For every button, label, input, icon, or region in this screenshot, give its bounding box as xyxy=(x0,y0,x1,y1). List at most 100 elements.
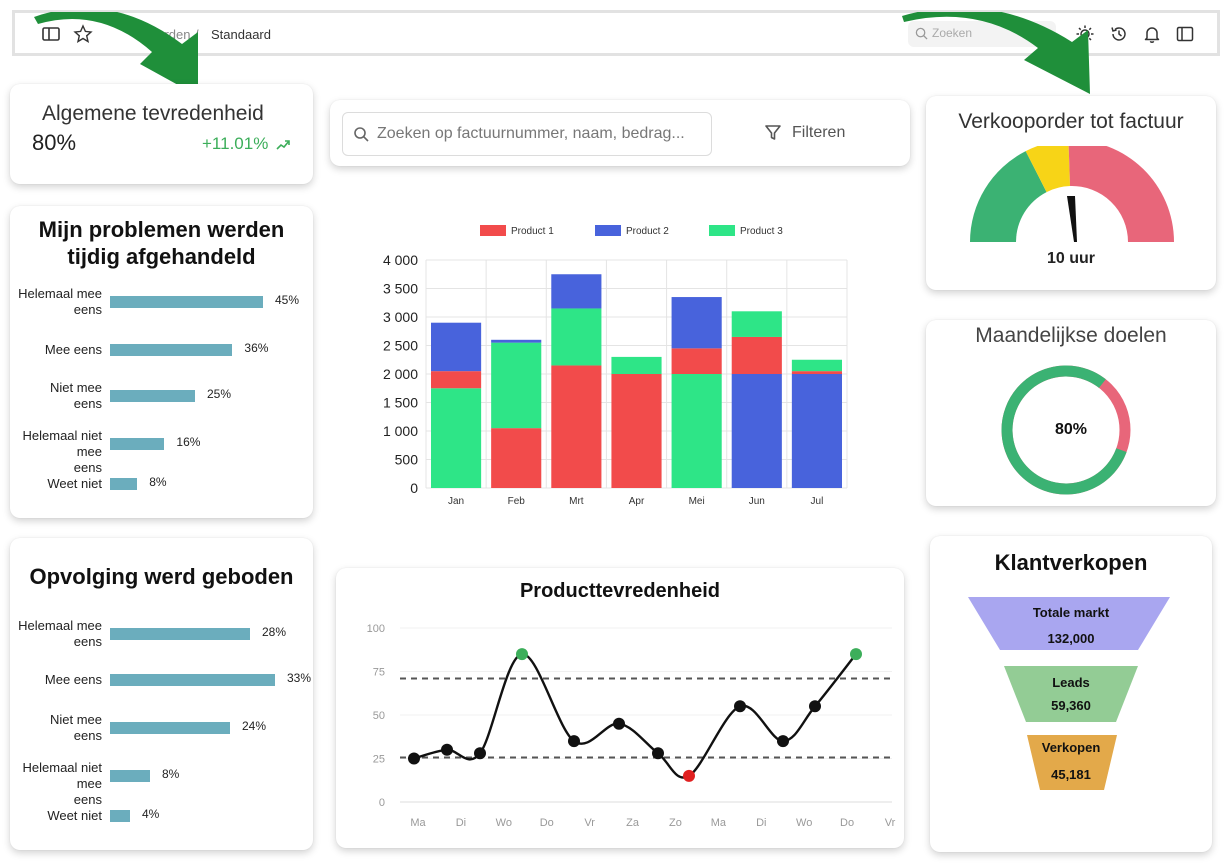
bar-percentage: 16% xyxy=(176,435,201,449)
bar xyxy=(110,296,263,308)
bar-segment xyxy=(611,374,662,488)
filter-label: Filteren xyxy=(792,124,846,141)
problems-card: Mijn problemen werden tijdig afgehandeld… xyxy=(10,206,313,518)
x-tick-label: Jun xyxy=(749,496,765,507)
customer-sales-title: Klantverkopen xyxy=(994,550,1148,575)
x-tick-label: Vr xyxy=(885,817,896,829)
x-tick-label: Vr xyxy=(584,817,595,829)
bar xyxy=(110,722,230,734)
x-tick-label: Di xyxy=(456,817,466,829)
bar xyxy=(110,674,275,686)
y-tick-label: 3 000 xyxy=(383,309,418,325)
y-tick-label: 2 500 xyxy=(383,338,418,354)
bar-segment xyxy=(551,365,602,488)
breadcrumb-current: Standaard xyxy=(211,27,271,42)
bar-percentage: 4% xyxy=(142,807,160,821)
product-satisfaction-card: Producttevredenheid 0 25 50 75 100 Ma Di Wo Do Vr… xyxy=(336,568,904,848)
y-tick-label: 3 500 xyxy=(383,281,418,297)
bar-segment xyxy=(791,359,842,372)
data-point xyxy=(777,735,789,748)
invoice-search-input[interactable]: Zoeken op factuurnummer, naam, bedrag... xyxy=(342,112,712,156)
customer-sales-card: Klantverkopen Totale markt 132,000 Leads… xyxy=(930,536,1212,852)
search-filter-card: Zoeken op factuurnummer, naam, bedrag...… xyxy=(330,100,910,166)
star-icon[interactable] xyxy=(73,24,93,44)
y-tick-label: 1 000 xyxy=(383,423,418,439)
data-point xyxy=(474,747,486,760)
bar xyxy=(110,478,138,490)
history-icon[interactable] xyxy=(1109,24,1129,44)
legend-label: Product 2 xyxy=(626,226,669,237)
x-tick-label: Di xyxy=(756,817,766,829)
bar-percentage: 24% xyxy=(242,719,267,733)
legend-swatch xyxy=(709,225,735,236)
y-tick-label: 500 xyxy=(395,452,419,468)
search-icon xyxy=(915,27,928,40)
bar-percentage: 25% xyxy=(207,387,232,401)
bar-label: Mee eens xyxy=(44,672,102,687)
bar xyxy=(110,344,233,356)
bar-segment xyxy=(431,371,482,389)
data-point xyxy=(809,700,821,713)
bar-label: Helemaal mee eens xyxy=(18,286,102,317)
y-tick-label: 2 000 xyxy=(383,366,418,382)
bar-segment xyxy=(491,339,542,343)
x-tick-label: Apr xyxy=(629,496,645,507)
bar-label: Weet niet xyxy=(47,808,102,823)
satisfaction-delta: +11.01% xyxy=(202,134,269,153)
bar-label: Weet niet xyxy=(47,476,102,491)
data-point xyxy=(516,648,528,661)
product-satisfaction-title: Producttevredenheid xyxy=(519,580,721,602)
bar-segment xyxy=(551,274,602,309)
bar-label: Helemaal niet mee eens xyxy=(22,428,103,475)
data-point xyxy=(613,717,625,730)
x-tick-label: Zo xyxy=(669,817,682,829)
sales-order-card: Verkooporder tot factuur 10 uur xyxy=(926,96,1216,290)
legend-swatch xyxy=(480,225,506,236)
sales-funnel xyxy=(968,597,1170,790)
panel-icon[interactable] xyxy=(1175,24,1195,44)
gauge-needle xyxy=(1067,196,1077,242)
monthly-goals-value: 80% xyxy=(1054,421,1088,438)
monthly-product-bar-chart: Product 1 Product 2 Product 3 0 500 1 000 1 50… xyxy=(383,225,848,507)
sidebar-icon[interactable] xyxy=(41,24,61,44)
monthly-goals-donut xyxy=(1001,365,1131,495)
data-point xyxy=(652,747,664,760)
donut-progress xyxy=(1001,365,1131,495)
annotation-arrow-icon xyxy=(902,12,1090,94)
x-tick-label: Wo xyxy=(496,817,512,829)
bar-segment xyxy=(671,297,722,349)
data-point xyxy=(683,769,695,782)
y-tick-label: 4 000 xyxy=(383,252,418,268)
bar-segment xyxy=(611,356,662,374)
filter-button[interactable]: Filteren xyxy=(760,114,880,154)
bar-label: Helemaal mee eens xyxy=(18,618,102,649)
bar xyxy=(110,810,130,822)
product-satisfaction-line-chart: 0 25 50 75 100 Ma Di Wo Do Vr Za Zo Ma Di Wo Do Vr xyxy=(367,623,896,829)
funnel-stage-leads xyxy=(1004,666,1138,722)
x-tick-label: Do xyxy=(540,817,554,829)
x-tick-label: Za xyxy=(626,817,640,829)
bar-percentage: 8% xyxy=(162,767,180,781)
x-tick-label: Jul xyxy=(811,496,824,507)
bar-label: Helemaal niet mee eens xyxy=(22,760,103,807)
filter-icon xyxy=(765,125,781,140)
problems-title: Mijn problemen werden tijdig afgehandeld xyxy=(38,217,285,269)
bar-segment xyxy=(491,342,542,429)
x-tick-label: Wo xyxy=(796,817,812,829)
y-tick-label: 75 xyxy=(373,667,385,679)
funnel-stage-total-market xyxy=(968,597,1170,650)
bar-segment xyxy=(791,371,842,374)
gauge-segment-red xyxy=(1068,146,1174,242)
bar-percentage: 33% xyxy=(287,671,312,685)
x-tick-label: Jan xyxy=(448,496,464,507)
bar-label: Niet mee eens xyxy=(49,712,102,743)
y-tick-label: 25 xyxy=(373,754,385,766)
bar xyxy=(110,438,165,450)
satisfaction-value: 80% xyxy=(32,130,77,155)
bar-label: Niet mee eens xyxy=(49,380,102,411)
funnel-total-market-label: Totale markt xyxy=(1032,605,1110,620)
gauge-segment-yellow xyxy=(1025,146,1071,193)
legend-label: Product 1 xyxy=(511,226,554,237)
bell-icon[interactable] xyxy=(1142,24,1162,44)
x-tick-label: Ma xyxy=(410,817,426,829)
